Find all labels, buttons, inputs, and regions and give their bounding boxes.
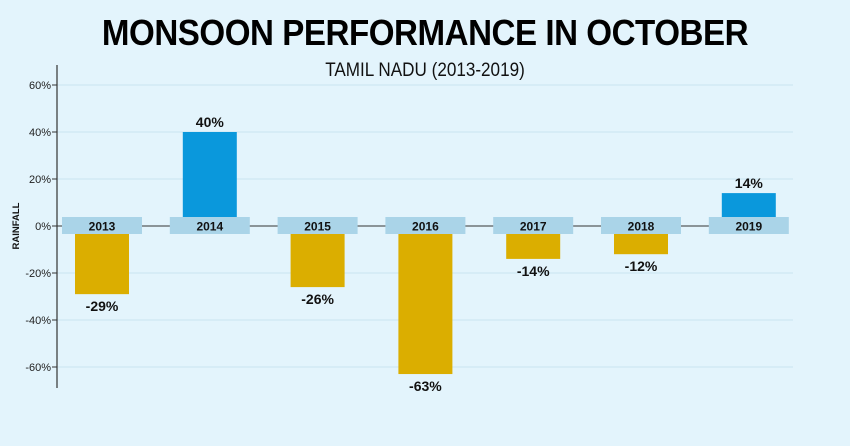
data-label: 40% xyxy=(196,114,225,130)
category-box xyxy=(169,217,250,234)
category-box xyxy=(277,217,358,234)
bar xyxy=(721,193,776,218)
data-label: -29% xyxy=(86,298,119,314)
data-label: 14% xyxy=(735,175,764,191)
category-label: 2017 xyxy=(520,220,547,234)
bar xyxy=(75,234,129,295)
y-tick-label: -40% xyxy=(25,315,51,327)
y-tick-label: 40% xyxy=(29,127,51,139)
y-tick-label: 20% xyxy=(29,174,51,186)
bar xyxy=(290,234,345,288)
category-box xyxy=(601,217,681,234)
category-label: 2018 xyxy=(628,220,655,234)
data-label: -63% xyxy=(409,378,442,394)
category-label: 2015 xyxy=(304,220,331,234)
data-label: -12% xyxy=(625,258,658,274)
y-tick-label: 60% xyxy=(29,80,51,92)
category-box xyxy=(385,217,466,234)
bar xyxy=(614,234,668,255)
bar xyxy=(398,234,453,375)
bar xyxy=(506,234,561,259)
y-tick-label: -20% xyxy=(25,268,51,280)
y-axis-label: RAINFALL xyxy=(11,202,22,249)
category-box xyxy=(493,217,574,234)
chart-title: MONSOON PERFORMANCE IN OCTOBER xyxy=(101,12,749,53)
y-tick-label: 0% xyxy=(35,221,51,233)
category-box xyxy=(62,217,142,234)
y-tick-label: -60% xyxy=(25,362,51,374)
bar xyxy=(182,132,237,218)
chart-subtitle: TAMIL NADU (2013-2019) xyxy=(325,60,525,81)
category-label: 2013 xyxy=(89,220,116,234)
category-label: 2019 xyxy=(735,220,762,234)
category-box xyxy=(708,217,789,234)
data-label: -14% xyxy=(517,263,550,279)
data-label: -26% xyxy=(301,291,334,307)
category-label: 2016 xyxy=(412,220,439,234)
category-label: 2014 xyxy=(196,220,223,234)
